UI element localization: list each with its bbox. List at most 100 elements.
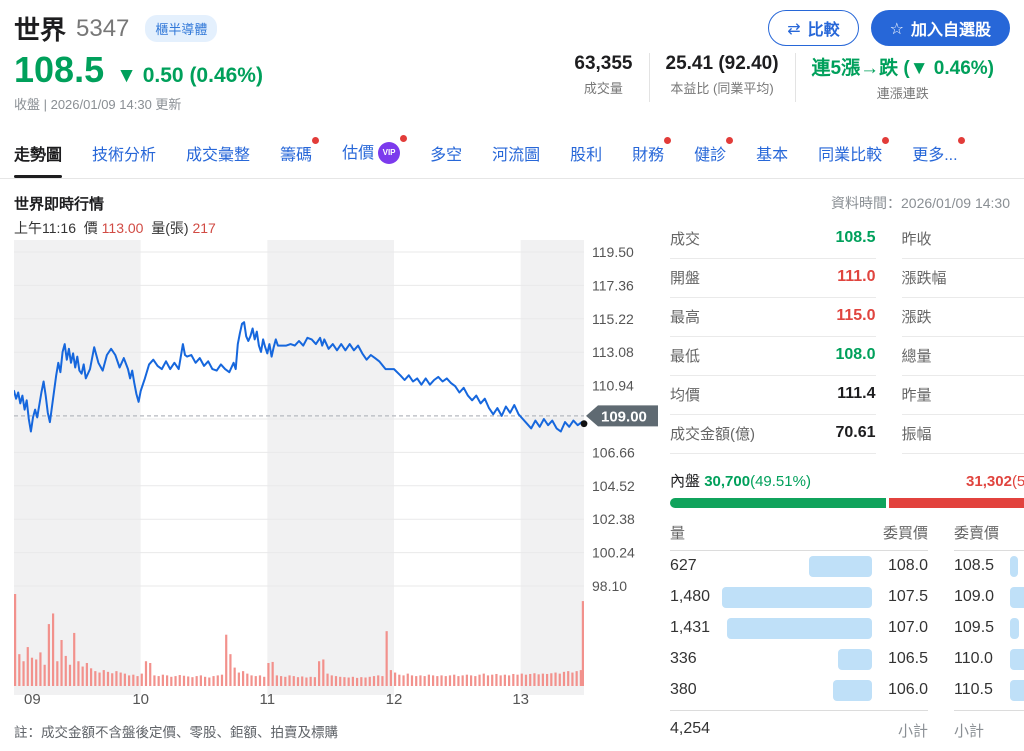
page-header: 世界 5347 櫃半導體 ⇄ 比較 ☆ 加入自選股 108.5 ▼ 0.50 (… (0, 0, 1024, 113)
x-axis-label: 12 (386, 691, 403, 708)
sector-badge[interactable]: 櫃半導體 (145, 15, 218, 42)
x-axis-label: 09 (24, 691, 41, 708)
tab-健診[interactable]: 健診 (694, 136, 734, 178)
y-axis-label: 117.36 (592, 277, 634, 293)
quote-最高: 最高 115.0 (670, 298, 876, 337)
y-axis-label: 102.38 (592, 511, 635, 527)
ask-volume-bar (1010, 586, 1024, 608)
bid-column: 量 委買價 627 108.0 1,480 107.5 1,431 107.0 336 106… (670, 522, 928, 741)
quote-昨量: 昨量99,484 (901, 376, 1024, 415)
ask-row: 109.0205 (954, 582, 1024, 613)
star-icon: ☆ (889, 18, 904, 38)
stock-name: 世界 (14, 15, 67, 45)
quote-總量: 總量63,355 (901, 337, 1024, 376)
bid-price-header: 委買價 (882, 524, 928, 542)
tab-估價[interactable]: 估價 VIP (342, 135, 408, 178)
x-axis-label: 10 (132, 691, 149, 708)
quote-漲跌: 漲跌▼ 0.50 (901, 298, 1024, 337)
add-watchlist-label: 加入自選股 (910, 22, 991, 39)
price-tag-label: 109.00 (601, 408, 647, 425)
header-stats: 63,355 成交量 25.41 (92.40) 本益比 (同業平均) 連5漲→跌 (▼… (558, 53, 1010, 102)
notification-dot (957, 136, 965, 144)
header-stat-2: 連5漲→跌 (▼ 0.46%) 連漲連跌 (794, 53, 1010, 102)
bid-row: 1,431 107.0 (670, 613, 928, 644)
chart-title: 世界即時行情 (14, 195, 105, 213)
tab-成交彙整[interactable]: 成交彙整 (186, 146, 251, 164)
quote-成交: 成交 108.5 (670, 220, 876, 259)
y-axis-label: 100.24 (592, 544, 635, 560)
ask-row: 108.569 (954, 551, 1024, 582)
bid-row: 627 108.0 (670, 551, 928, 582)
notification-dot (882, 136, 890, 144)
tab-河流圖[interactable]: 河流圖 (492, 146, 541, 164)
order-book: 量 委買價 627 108.0 1,480 107.5 1,431 107.0 336 106… (670, 522, 1024, 741)
y-axis-label: 106.66 (592, 444, 635, 460)
ask-volume-bar (1010, 648, 1024, 670)
y-axis-label: 110.94 (592, 377, 634, 393)
quote-最低: 最低 108.0 (670, 337, 876, 376)
ask-volume-bar (1010, 617, 1019, 639)
tab-基本[interactable]: 基本 (756, 146, 789, 164)
tab-走勢圖[interactable]: 走勢圖 (14, 141, 63, 178)
outer-lot: 31,302(50.49%) 外盤 (966, 472, 1024, 490)
tab-多空[interactable]: 多空 (430, 146, 463, 164)
tooltip-price: 113.00 (101, 219, 144, 236)
intraday-chart[interactable]: 119.50 117.36 115.22 113.08 110.94 106.66 104.… (13, 239, 658, 712)
price-tag (586, 405, 658, 427)
tab-更多...[interactable]: 更多... (912, 136, 965, 178)
bid-volume-bar (837, 648, 872, 670)
bid-total: 4,254 (670, 719, 711, 737)
header-stat-0: 63,355 成交量 (574, 53, 633, 96)
compare-button[interactable]: ⇄ 比較 (768, 10, 859, 46)
quote-均價: 均價 111.4 (670, 376, 876, 415)
ask-row: 109.592 (954, 613, 1024, 644)
tab-bar: 走勢圖 技術分析 成交彙整 籌碼 估價 VIP 多空 河流圖 股利 財務 健診 基本 同業比較 更多... (0, 123, 1024, 179)
tab-財務[interactable]: 財務 (632, 136, 672, 178)
ask-price-header: 委賣價 (954, 524, 1000, 542)
current-price: 108.5 (14, 49, 105, 90)
bid-volume-bar (809, 555, 872, 577)
tab-技術分析[interactable]: 技術分析 (92, 146, 157, 164)
chart-tooltip: 上午11:16 價 113.00 量(張) 217 (14, 219, 216, 236)
notification-dot (400, 135, 408, 142)
ask-column: 委賣價 量 108.569109.0205109.592110.0450110.… (954, 522, 1024, 741)
quote-開盤: 開盤 111.0 (670, 259, 876, 298)
quote-漲跌幅: 漲跌幅▼ 0.46% (901, 259, 1024, 298)
compare-button-label: 比較 (807, 22, 840, 39)
bid-row: 1,480 107.5 (670, 582, 928, 613)
y-axis-label: 104.52 (592, 478, 635, 494)
tab-同業比較[interactable]: 同業比較 (818, 136, 890, 178)
bid-volume-bar (833, 679, 872, 701)
y-axis-label: 98.10 (592, 578, 627, 594)
tab-股利[interactable]: 股利 (570, 146, 603, 164)
down-arrow-icon: ▼ (116, 64, 137, 87)
ask-volume-bar (1010, 555, 1018, 577)
footnote: 註：成交金額不含盤後定價、零股、鉅額、拍賣及標購 (14, 724, 338, 740)
notification-dot (664, 136, 672, 144)
inner-outer-bar (670, 497, 1024, 508)
notification-dot (312, 136, 320, 144)
quote-振幅: 振幅6.42% (901, 415, 1024, 454)
add-watchlist-button[interactable]: ☆ 加入自選股 (870, 10, 1010, 46)
update-time: 收盤 | 2026/01/09 14:30 更新 (14, 97, 182, 112)
bid-volume-bar (726, 617, 872, 639)
bid-volume-bar (722, 586, 872, 608)
stock-code: 5347 (76, 14, 130, 42)
quote-昨收: 昨收109.0 (901, 220, 1024, 259)
quote-成交金額(億): 成交金額(億) 70.61 (670, 415, 876, 454)
x-axis-label: 11 (260, 691, 276, 708)
notification-dot (726, 136, 734, 144)
last-price-dot (580, 420, 588, 427)
inner-outer-section: 內盤 30,700(49.51%) 31,302(50.49%) 外盤 (670, 470, 1024, 508)
tab-籌碼[interactable]: 籌碼 (280, 136, 320, 178)
price-change: ▼ 0.50 (0.46%) (116, 64, 263, 87)
compare-arrows-icon: ⇄ (787, 18, 801, 38)
y-axis-label: 119.50 (592, 244, 634, 260)
inner-lot: 內盤 30,700(49.51%) (670, 472, 811, 490)
y-axis-label: 113.08 (592, 344, 634, 360)
y-axis-label: 115.22 (592, 311, 634, 327)
header-stat-1: 25.41 (92.40) 本益比 (同業平均) (648, 53, 795, 102)
ask-row: 110.5321 (954, 675, 1024, 706)
bid-row: 380 106.0 (670, 675, 928, 706)
